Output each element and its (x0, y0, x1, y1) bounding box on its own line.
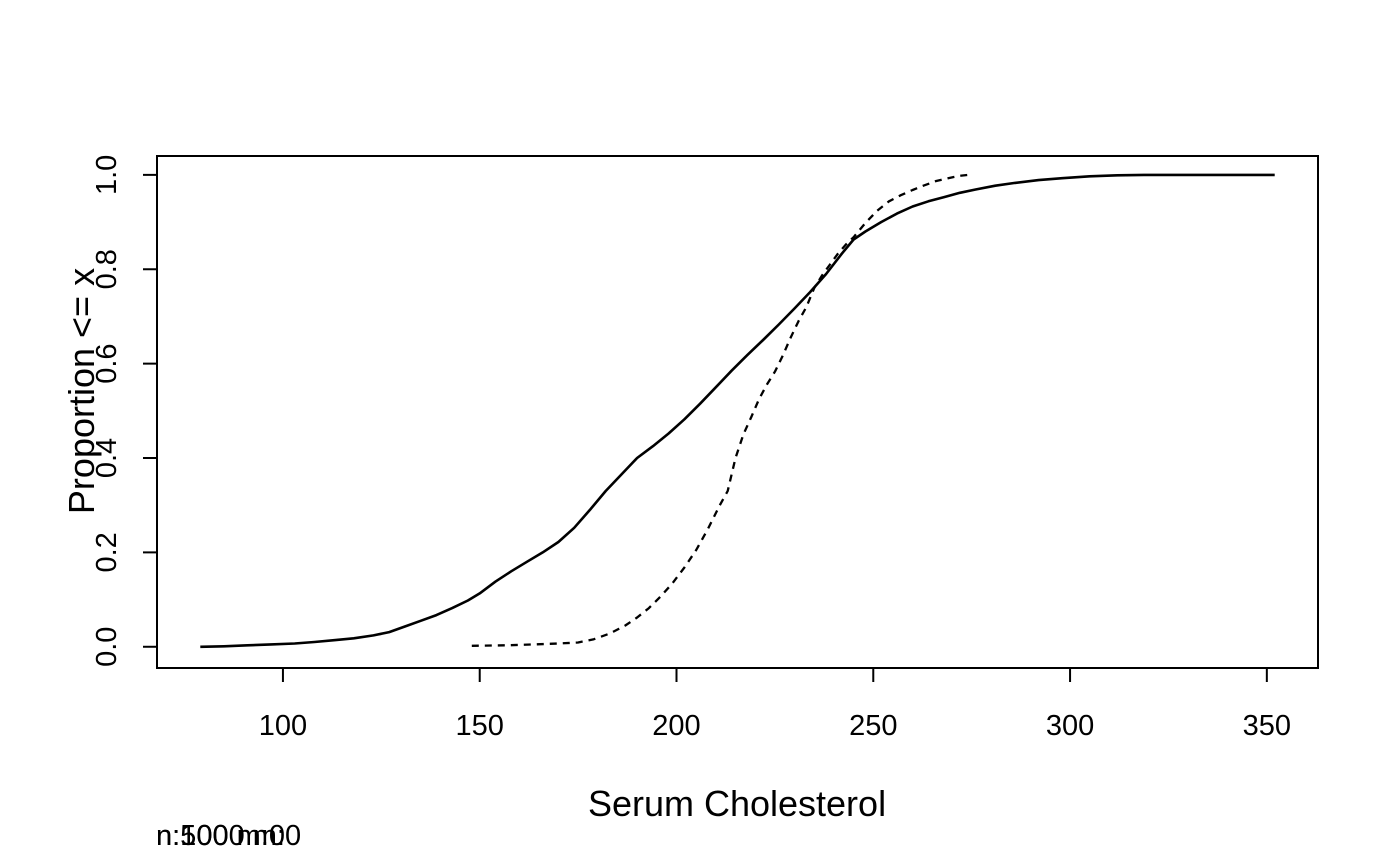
sample-size-annotation-dashed: n:500 m:0 (156, 820, 285, 852)
sample-size-annotation-solid: n:1000 m:0 (156, 820, 302, 852)
y-tick-label: 0.0 (91, 627, 123, 667)
x-axis-label: Serum Cholesterol (587, 783, 887, 824)
x-tick-label: 300 (1046, 710, 1094, 742)
x-tick-label: 350 (1243, 710, 1291, 742)
y-tick-label: 0.8 (91, 249, 123, 289)
y-axis-label: Proportion <= x (61, 267, 102, 515)
x-tick-label: 150 (456, 710, 504, 742)
y-tick-label: 0.2 (91, 532, 123, 572)
x-tick-label: 100 (259, 710, 307, 742)
y-tick-label: 0.6 (91, 343, 123, 383)
y-tick-label: 0.4 (91, 438, 123, 478)
x-tick-label: 250 (849, 710, 897, 742)
ecdf-curve-dashed (471, 173, 968, 647)
plot-frame (156, 155, 1319, 669)
y-tick-label: 1.0 (91, 155, 123, 195)
x-tick-label: 200 (652, 710, 700, 742)
ecdf-curve-solid (200, 173, 1275, 649)
